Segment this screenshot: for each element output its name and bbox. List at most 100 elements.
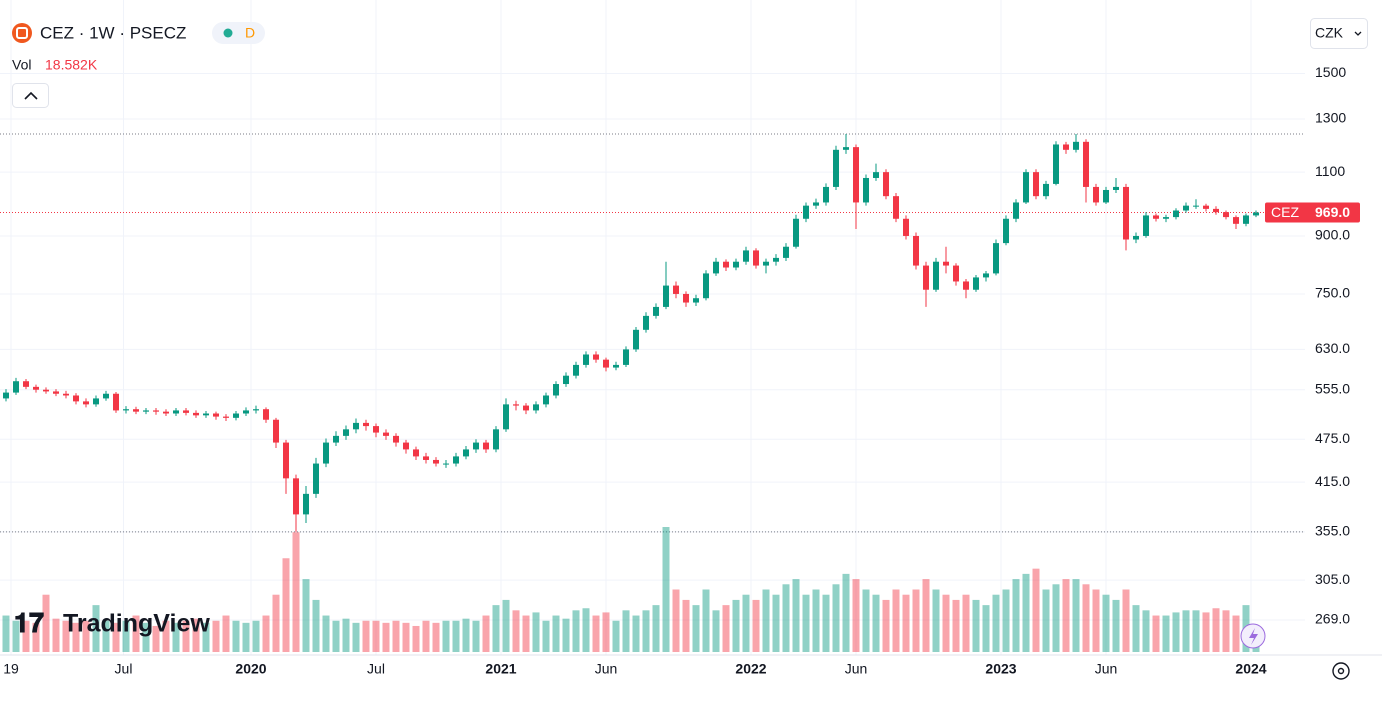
- collapse-icon: [24, 91, 38, 100]
- volume-bar: [302, 579, 310, 652]
- collapse-button[interactable]: [12, 83, 49, 108]
- x-tick-label: Jun: [845, 661, 868, 677]
- candle-body: [513, 404, 519, 406]
- volume-bar: [892, 589, 900, 652]
- x-tick-label: 2024: [1235, 661, 1266, 677]
- volume-bar: [102, 620, 110, 652]
- settings-center: [1337, 667, 1345, 675]
- symbol-logo: [12, 23, 32, 43]
- volume-bar: [992, 594, 1000, 652]
- candle-body: [1173, 210, 1179, 218]
- volume-bar: [1032, 568, 1040, 652]
- candle-body: [713, 261, 719, 274]
- candle-body: [613, 364, 619, 368]
- candle-body: [1143, 215, 1149, 236]
- volume-bar: [842, 573, 850, 652]
- volume-bar: [912, 589, 920, 652]
- y-tick-label: 1500: [1315, 64, 1346, 80]
- volume-bar: [352, 622, 360, 652]
- volume-bar: [1222, 610, 1230, 652]
- volume-bar: [882, 599, 890, 652]
- volume-bar: [652, 605, 660, 652]
- volume-bar: [332, 620, 340, 652]
- volume-bar: [622, 610, 630, 652]
- last-price-label: 969.0: [1315, 204, 1350, 220]
- candle-body: [593, 354, 599, 360]
- candle-body: [843, 147, 849, 150]
- volume-bar: [812, 589, 820, 652]
- x-tick-label: Jun: [1095, 661, 1118, 677]
- volume-bar: [462, 618, 470, 652]
- volume-bar: [112, 622, 120, 652]
- x-tick-label: 2022: [735, 661, 766, 677]
- volume-bar: [1002, 589, 1010, 652]
- currency-label: CZK: [1315, 25, 1344, 41]
- volume-bar: [492, 605, 500, 652]
- candle-body: [303, 493, 309, 515]
- candle-layer: [3, 134, 1259, 532]
- volume-bar: [1122, 589, 1130, 652]
- candle-body: [153, 410, 159, 412]
- volume-bar: [1112, 599, 1120, 652]
- candle-body: [1243, 215, 1249, 224]
- candle-body: [393, 435, 399, 443]
- volume-bar: [132, 615, 140, 652]
- volume-bar: [202, 622, 210, 652]
- currency-button[interactable]: [1310, 18, 1368, 49]
- volume-bar: [1182, 610, 1190, 652]
- settings-icon[interactable]: [1332, 662, 1350, 680]
- candle-body: [1213, 208, 1219, 213]
- candle-body: [343, 429, 349, 436]
- x-tick-label: Jul: [115, 661, 133, 677]
- candle-body: [543, 395, 549, 405]
- volume-bar: [92, 605, 100, 652]
- volume-bar: [172, 622, 180, 652]
- volume-bar: [1102, 594, 1110, 652]
- candle-body: [1023, 172, 1029, 203]
- volume-bar: [422, 620, 430, 652]
- candle-body: [523, 405, 529, 411]
- y-tick-label: 355.0: [1315, 523, 1350, 539]
- volume-bar: [722, 605, 730, 652]
- candle-body: [133, 409, 139, 412]
- candle-body: [743, 250, 749, 262]
- volume-bar: [792, 579, 800, 652]
- volume-bar: [742, 594, 750, 652]
- volume-bar: [522, 615, 530, 652]
- candle-body: [693, 298, 699, 303]
- candle-body: [1203, 205, 1209, 209]
- volume-layer: [2, 527, 1260, 652]
- candle-body: [673, 285, 679, 294]
- grid: [0, 0, 1305, 655]
- volume-bar: [1082, 584, 1090, 652]
- candle-body: [1033, 172, 1039, 197]
- y-tick-label: 630.0: [1315, 340, 1350, 356]
- volume-bar: [592, 615, 600, 652]
- candle-body: [493, 429, 499, 450]
- volume-bar: [282, 558, 290, 652]
- volume-bar: [342, 618, 350, 652]
- candle-body: [873, 172, 879, 178]
- candle-body: [43, 389, 49, 392]
- candle-body: [123, 409, 129, 411]
- volume-bar: [272, 594, 280, 652]
- symbol-tag: CEZ: [1271, 204, 1299, 220]
- volume-bar: [262, 615, 270, 652]
- volume-bar: [502, 599, 510, 652]
- volume-bar: [562, 618, 570, 652]
- candle-body: [1113, 186, 1119, 190]
- candle-body: [1093, 186, 1099, 203]
- volume-bar: [412, 625, 420, 652]
- candle-body: [983, 273, 989, 278]
- volume-bar: [902, 594, 910, 652]
- volume-bar: [362, 620, 370, 652]
- volume-bar: [1162, 615, 1170, 652]
- candle-body: [933, 261, 939, 290]
- y-tick-label: 1300: [1315, 110, 1346, 126]
- candle-body: [923, 265, 929, 290]
- volume-bar: [22, 620, 30, 652]
- volume-bar: [52, 618, 60, 652]
- volume-bar: [932, 589, 940, 652]
- candle-body: [353, 422, 359, 430]
- candle-body: [113, 393, 119, 411]
